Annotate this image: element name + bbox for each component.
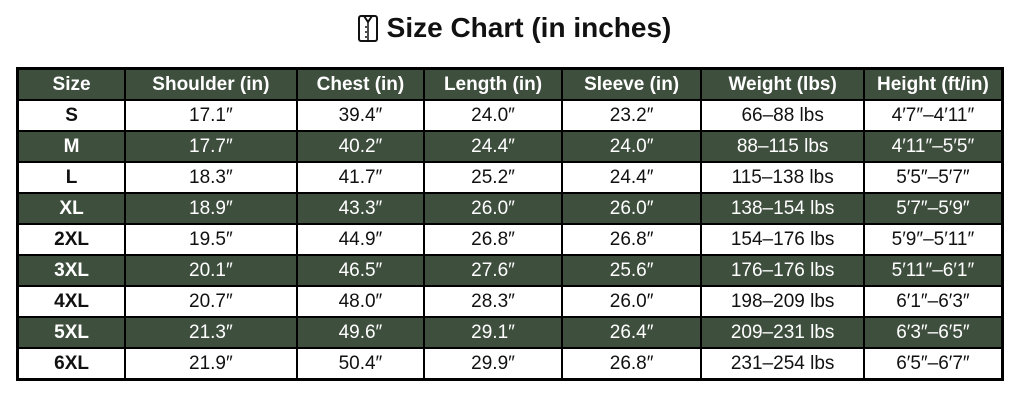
page-title: Size Chart (in inches) [0,12,1028,44]
size-cell: M [16,130,127,163]
table-cell: 115–138 lbs [700,161,865,194]
table-cell: 5′5″–5′7″ [862,161,1004,194]
table-row: 2XL 19.5″ 44.9″ 26.8″ 26.8″ 154–176 lbs 5′9″–5… [16,223,1004,256]
column-header: Size [16,67,127,101]
table-cell: 21.3″ [124,316,298,349]
table-row: 3XL 20.1″ 46.5″ 27.6″ 25.6″ 176–176 lbs 5′11″–… [16,254,1004,287]
table-cell: 18.9″ [124,192,298,225]
table-cell: 25.2″ [423,161,563,194]
size-cell: L [16,161,127,194]
table-cell: 198–209 lbs [700,285,865,318]
table-cell: 26.0″ [560,285,703,318]
table-cell: 26.8″ [560,347,703,381]
table-cell: 39.4″ [295,99,426,132]
table-cell: 26.0″ [423,192,563,225]
table-cell: 26.8″ [560,223,703,256]
table-cell: 20.1″ [124,254,298,287]
table-row: M 17.7″ 40.2″ 24.4″ 24.0″ 88–115 lbs 4′11″–5′5… [16,130,1004,163]
table-cell: 17.7″ [124,130,298,163]
table-cell: 4′11″–5′5″ [862,130,1004,163]
table-cell: 209–231 lbs [700,316,865,349]
table-cell: 41.7″ [295,161,426,194]
table-cell: 176–176 lbs [700,254,865,287]
table-cell: 26.4″ [560,316,703,349]
column-header: Weight (lbs) [700,67,865,101]
size-cell: 3XL [16,254,127,287]
table-cell: 4′7″–4′11″ [862,99,1004,132]
title-text: Size Chart (in inches) [386,12,672,43]
table-row: 4XL 20.7″ 48.0″ 28.3″ 26.0″ 198–209 lbs 6′1″–6… [16,285,1004,318]
shirt-icon [357,15,378,42]
table-row: 6XL 21.9″ 50.4″ 29.9″ 26.8″ 231–254 lbs 6′5″–6… [16,347,1004,381]
table-cell: 24.4″ [560,161,703,194]
table-cell: 18.3″ [124,161,298,194]
table-cell: 21.9″ [124,347,298,381]
table-cell: 26.8″ [423,223,563,256]
table-cell: 19.5″ [124,223,298,256]
table-cell: 5′9″–5′11″ [862,223,1004,256]
size-cell: 5XL [16,316,127,349]
size-chart-table: Size Shoulder (in) Chest (in) Length (in) Sl… [16,67,1004,381]
table-cell: 28.3″ [423,285,563,318]
table-cell: 26.0″ [560,192,703,225]
table-cell: 50.4″ [295,347,426,381]
table-cell: 231–254 lbs [700,347,865,381]
size-cell: 2XL [16,223,127,256]
table-cell: 17.1″ [124,99,298,132]
table-cell: 24.0″ [423,99,563,132]
column-header: Shoulder (in) [124,67,298,101]
table-cell: 6′3″–6′5″ [862,316,1004,349]
table-cell: 6′1″–6′3″ [862,285,1004,318]
size-cell: 4XL [16,285,127,318]
table-cell: 24.0″ [560,130,703,163]
table-cell: 5′11″–6′1″ [862,254,1004,287]
size-cell: XL [16,192,127,225]
table-cell: 29.1″ [423,316,563,349]
table-cell: 25.6″ [560,254,703,287]
table-row: S 17.1″ 39.4″ 24.0″ 23.2″ 66–88 lbs 4′7″–4′11″ [16,99,1004,132]
column-header: Length (in) [423,67,563,101]
table-cell: 24.4″ [423,130,563,163]
table-cell: 23.2″ [560,99,703,132]
table-cell: 48.0″ [295,285,426,318]
header-row: Size Shoulder (in) Chest (in) Length (in) Sl… [16,67,1004,101]
table-cell: 40.2″ [295,130,426,163]
table-cell: 5′7″–5′9″ [862,192,1004,225]
table-row: 5XL 21.3″ 49.6″ 29.1″ 26.4″ 209–231 lbs 6′3″–6… [16,316,1004,349]
table-cell: 49.6″ [295,316,426,349]
column-header: Height (ft/in) [862,67,1004,101]
size-cell: S [16,99,127,132]
table-cell: 138–154 lbs [700,192,865,225]
table-cell: 88–115 lbs [700,130,865,163]
table-row: XL 18.9″ 43.3″ 26.0″ 26.0″ 138–154 lbs 5′7″–5′… [16,192,1004,225]
table-cell: 20.7″ [124,285,298,318]
table-cell: 66–88 lbs [700,99,865,132]
table-row: L 18.3″ 41.7″ 25.2″ 24.4″ 115–138 lbs 5′5″–5′7… [16,161,1004,194]
table-cell: 44.9″ [295,223,426,256]
table-cell: 43.3″ [295,192,426,225]
column-header: Chest (in) [295,67,426,101]
table-cell: 6′5″–6′7″ [862,347,1004,381]
size-cell: 6XL [16,347,127,381]
table-cell: 154–176 lbs [700,223,865,256]
table-cell: 27.6″ [423,254,563,287]
table-cell: 29.9″ [423,347,563,381]
table-cell: 46.5″ [295,254,426,287]
column-header: Sleeve (in) [560,67,703,101]
